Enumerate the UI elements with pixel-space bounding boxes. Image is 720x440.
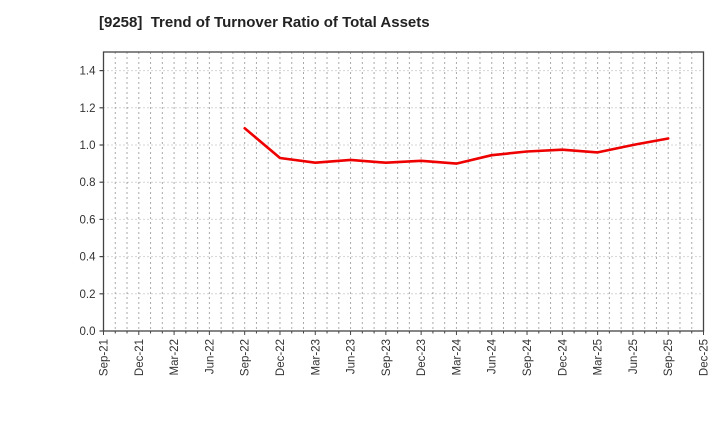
x-tick-label: Dec-24 xyxy=(557,338,569,376)
x-tick-label: Mar-25 xyxy=(593,339,605,375)
y-tick-label: 0.8 xyxy=(80,177,96,189)
plot-frame xyxy=(102,51,705,332)
series-line-turnover-ratio-of-total-assets xyxy=(243,127,670,165)
x-tick-label: Jun-23 xyxy=(346,339,358,374)
y-tick-label: 0.6 xyxy=(80,214,96,226)
x-tick-label: Dec-22 xyxy=(275,339,287,376)
x-tick-label: Mar-23 xyxy=(310,339,322,375)
x-tick-label: Sep-21 xyxy=(99,339,111,376)
x-tick-label: Mar-24 xyxy=(451,338,463,375)
x-tick-label: Dec-25 xyxy=(699,339,711,376)
x-tick-label: Dec-23 xyxy=(416,339,428,376)
y-tick-label: 1.4 xyxy=(80,66,97,78)
x-tick-label: Sep-22 xyxy=(240,339,252,376)
x-tick-label: Dec-21 xyxy=(134,339,146,376)
y-tick-label: 0.4 xyxy=(80,252,97,264)
x-tick-label: Sep-25 xyxy=(663,339,675,376)
x-tick-label: Sep-24 xyxy=(522,338,534,376)
x-tick-label: Jun-24 xyxy=(487,338,499,374)
x-tick-label: Jun-22 xyxy=(204,339,216,374)
y-tick-label: 1.0 xyxy=(80,140,96,152)
chart-title: [9258] Trend of Turnover Ratio of Total … xyxy=(99,14,430,31)
x-tick-label: Jun-25 xyxy=(628,339,640,374)
x-tick-label: Sep-23 xyxy=(381,339,393,376)
y-tick-label: 0.0 xyxy=(80,326,96,338)
y-tick-label: 0.2 xyxy=(80,289,96,301)
x-tick-label: Mar-22 xyxy=(169,339,181,375)
y-tick-label: 1.2 xyxy=(80,103,96,115)
